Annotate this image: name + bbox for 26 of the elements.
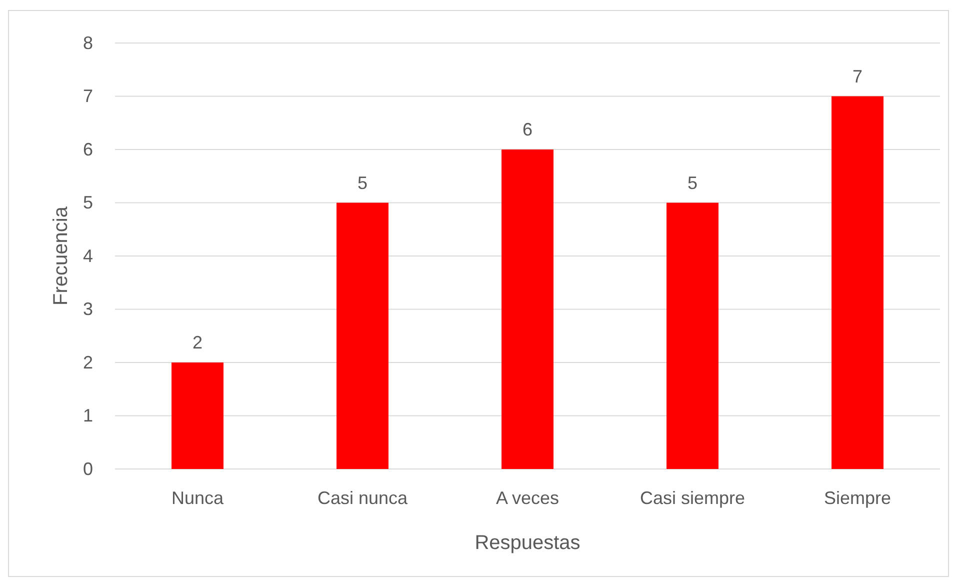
y-axis-title: Frecuencia <box>50 206 72 306</box>
x-tick-label: A veces <box>496 488 560 508</box>
data-label: 5 <box>357 172 368 193</box>
data-label: 7 <box>852 66 863 86</box>
y-tick-label: 8 <box>82 32 93 53</box>
data-label: 6 <box>522 120 533 140</box>
y-tick-label: 2 <box>82 352 93 372</box>
bar <box>336 202 388 469</box>
y-tick-label: 7 <box>82 86 93 106</box>
y-tick-label: 0 <box>82 458 93 479</box>
y-tick-label: 6 <box>82 139 93 160</box>
y-tick-label: 3 <box>82 299 93 320</box>
bar <box>832 96 884 469</box>
x-axis-title: Respuestas <box>474 532 580 554</box>
y-tick-label: 5 <box>82 192 93 213</box>
y-tick-label: 4 <box>82 246 93 266</box>
data-label: 2 <box>192 332 203 352</box>
x-tick-label: Nunca <box>171 488 225 508</box>
x-tick-label: Casi nunca <box>317 488 409 508</box>
x-tick-label: Casi siempre <box>640 488 746 508</box>
data-label: 5 <box>687 172 698 193</box>
bar <box>502 150 554 469</box>
y-tick-label: 1 <box>82 406 93 426</box>
x-tick-label: Siempre <box>824 488 892 508</box>
bar <box>666 202 718 469</box>
bar <box>172 362 224 469</box>
